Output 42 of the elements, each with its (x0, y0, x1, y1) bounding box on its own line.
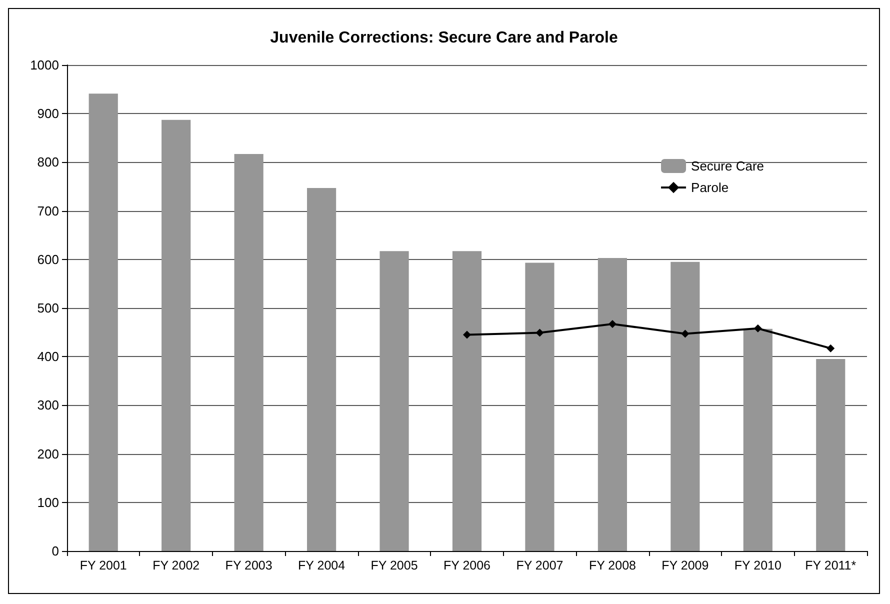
x-tick-label: FY 2005 (370, 558, 418, 572)
bar (670, 262, 700, 551)
legend-label: Secure Care (691, 158, 764, 174)
x-tick-label: FY 2003 (225, 558, 272, 572)
point (536, 328, 544, 337)
y-tick-label: 300 (37, 398, 59, 413)
bar (88, 94, 118, 551)
point (608, 320, 616, 328)
x-tick-label: FY 2008 (588, 558, 636, 572)
bar (162, 120, 191, 551)
x-tick-label: FY 2010 (734, 558, 782, 572)
x-tick-label: FY 2009 (662, 558, 709, 572)
bar (816, 359, 846, 551)
y-tick-label: 800 (37, 154, 59, 170)
bar (380, 251, 409, 551)
chart-title: Juvenile Corrections: Secure Care and Parole (270, 30, 618, 46)
legend-label: Parole (691, 180, 729, 195)
y-tick-label: 400 (37, 349, 59, 364)
point (754, 324, 762, 332)
x-tick-label: FY 2006 (443, 558, 491, 572)
y-tick-label: 0 (52, 544, 59, 558)
point (681, 330, 690, 338)
bar (307, 188, 336, 551)
point (463, 330, 471, 339)
x-tick-label: FY 2007 (516, 558, 564, 572)
x-tick-label: FY 2011* (805, 558, 856, 572)
y-tick-label: 200 (37, 446, 59, 462)
bar (234, 154, 264, 551)
bar (525, 262, 554, 551)
y-tick-label: 900 (37, 106, 59, 122)
point (826, 344, 835, 352)
x-tick-label: FY 2004 (298, 558, 346, 572)
bar (452, 251, 482, 551)
x-tick-label: FY 2002 (152, 558, 200, 572)
y-tick-label: 100 (37, 494, 59, 510)
bar (743, 328, 772, 551)
x-tick-label: FY 2001 (80, 558, 127, 572)
bar (598, 258, 627, 551)
y-tick-label: 600 (37, 252, 59, 267)
y-tick-label: 700 (37, 203, 59, 218)
y-tick-label: 500 (37, 300, 59, 316)
y-tick-label: 1000 (30, 58, 59, 72)
